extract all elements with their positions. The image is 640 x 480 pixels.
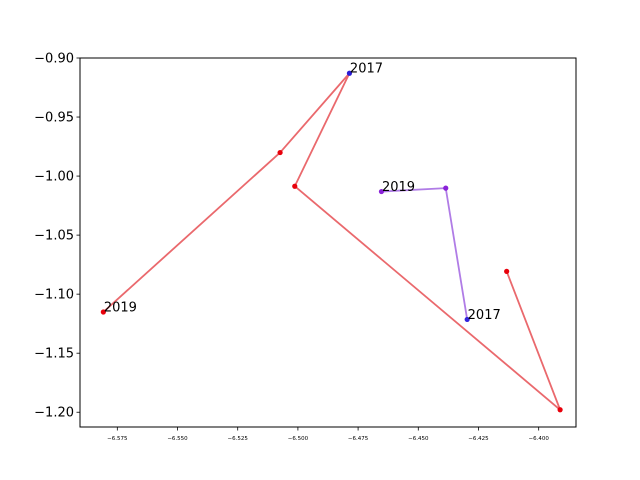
y-tick-label-1: −0.95 — [34, 111, 74, 126]
y-tick-label-6: −1.20 — [34, 406, 74, 421]
x-tick-label-4: −6.475 — [348, 436, 369, 442]
y-tick-label-0: −0.90 — [34, 52, 74, 67]
axes: −0.90 −0.95 −1.00 −1.05 −1.10 −1.15 −1.20 −6.57… — [34, 52, 577, 442]
series-0-point-5 — [504, 268, 510, 274]
x-tick-label-1: −6.550 — [167, 436, 188, 442]
series-1-point-1 — [443, 185, 449, 191]
x-tick-label-2: −6.525 — [228, 436, 249, 442]
series-0-annotation-2: 2017 — [350, 62, 383, 77]
series-0-line — [102, 72, 562, 411]
series-0-point-0 — [100, 309, 106, 315]
series-0-point-1 — [277, 149, 283, 156]
series-1-annotation-2: 2017 — [468, 308, 501, 323]
y-tick-label-5: −1.15 — [34, 347, 74, 362]
series-1-annotation-0: 2019 — [382, 180, 415, 195]
plot-area: 2019 2017 2019 2017 — [100, 62, 563, 413]
series-0-point-4 — [557, 407, 563, 413]
series-0-annotation-0: 2019 — [104, 300, 137, 315]
x-tick-label-5: −6.450 — [408, 436, 429, 442]
x-tick-label-7: −6.400 — [528, 436, 549, 442]
y-tick-label-3: −1.05 — [34, 229, 74, 244]
series-1-point-2 — [464, 316, 470, 323]
series-0-point-3 — [292, 183, 298, 189]
y-tick-label-2: −1.00 — [34, 170, 74, 185]
series-1-point-0 — [378, 188, 385, 195]
x-tick-label-0: −6.575 — [107, 436, 128, 442]
series-0-point-2 — [346, 70, 353, 76]
y-tick-label-4: −1.10 — [34, 288, 74, 303]
axes-frame — [79, 57, 577, 428]
x-tick-label-3: −6.500 — [288, 436, 309, 442]
x-tick-label-6: −6.425 — [468, 436, 489, 442]
